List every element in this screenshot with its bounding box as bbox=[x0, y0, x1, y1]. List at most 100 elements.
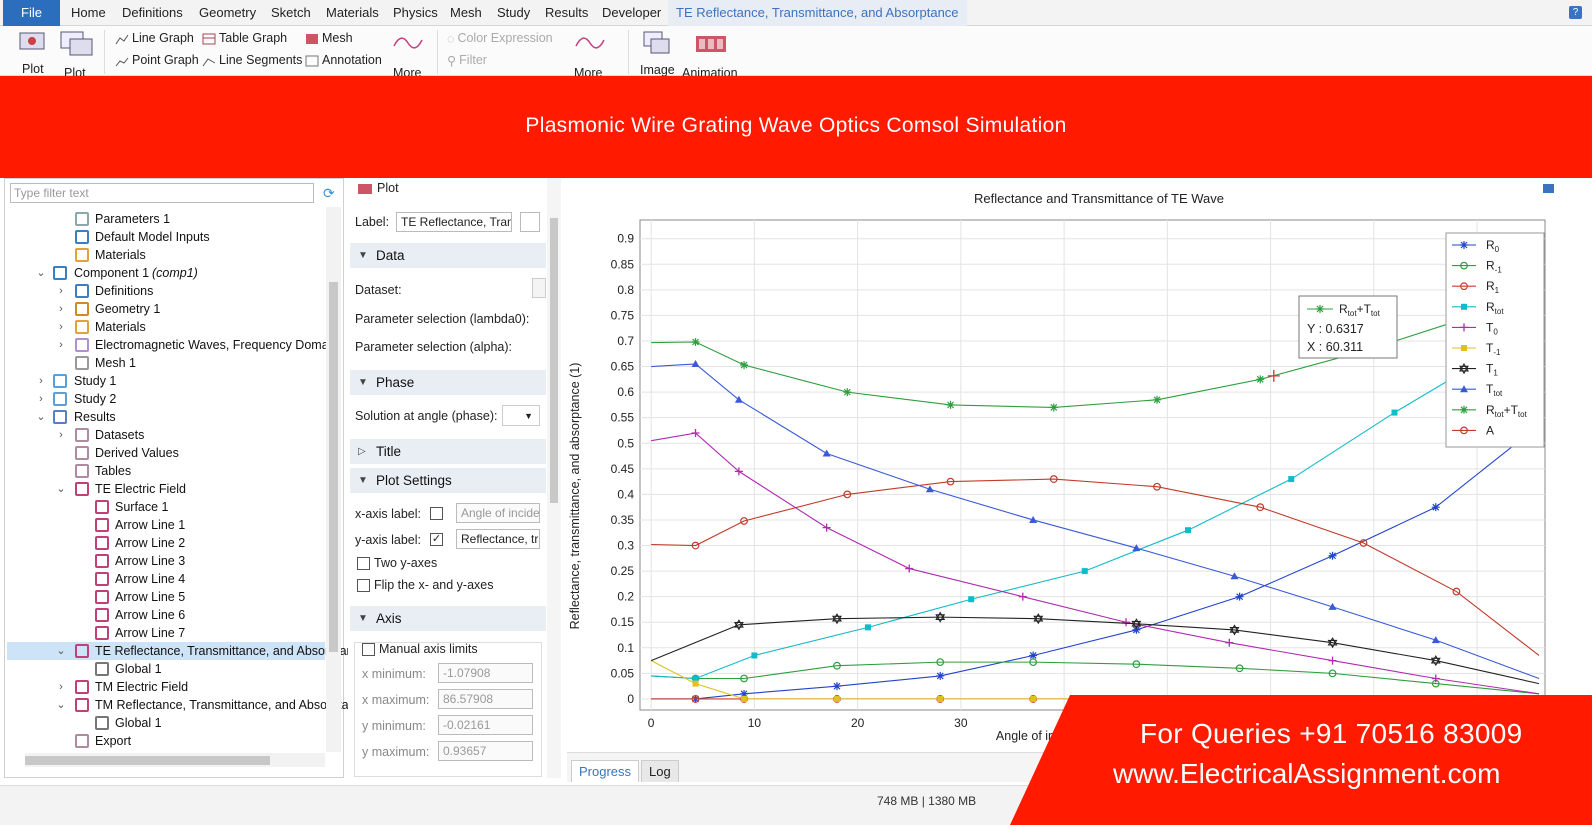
tree-item[interactable]: ⌄ Component 1 (comp1) bbox=[7, 264, 325, 282]
menu-developer[interactable]: Developer bbox=[602, 5, 662, 20]
solution-angle-select[interactable]: ▼ bbox=[502, 405, 540, 426]
y-max-input[interactable]: 0.93657 bbox=[438, 741, 533, 761]
animation-icon[interactable] bbox=[695, 34, 727, 57]
label-options-icon[interactable] bbox=[520, 212, 540, 232]
tree-item[interactable]: Derived Values bbox=[7, 444, 325, 462]
plot-icon[interactable] bbox=[18, 30, 48, 52]
collapse-arrow-icon[interactable]: ⌄ bbox=[56, 645, 66, 657]
expand-arrow-icon[interactable]: › bbox=[59, 303, 63, 315]
tree-item[interactable]: › Definitions bbox=[7, 282, 325, 300]
menu-study[interactable]: Study bbox=[497, 5, 531, 20]
menu-materials[interactable]: Materials bbox=[326, 5, 379, 20]
tree-item[interactable]: Surface 1 bbox=[7, 498, 325, 516]
plot-button[interactable]: Plot bbox=[22, 62, 44, 76]
refresh-icon[interactable]: ⟳ bbox=[323, 185, 335, 201]
tree-item[interactable]: Arrow Line 4 bbox=[7, 570, 325, 588]
tree-item[interactable]: ⌄ TE Electric Field bbox=[7, 480, 325, 498]
graphics-corner-icon[interactable] bbox=[1543, 184, 1554, 193]
xaxis-label-input[interactable]: Angle of incidence bbox=[456, 503, 540, 523]
graphics-window[interactable]: Reflectance and Transmittance of TE Wave… bbox=[567, 178, 1561, 748]
settings-scroll-thumb[interactable] bbox=[550, 218, 558, 503]
settings-scrollbar[interactable] bbox=[547, 178, 561, 778]
tree-item[interactable]: Arrow Line 6 bbox=[7, 606, 325, 624]
collapse-arrow-icon[interactable]: ⌄ bbox=[36, 411, 46, 423]
tree-scroll-thumb[interactable] bbox=[329, 282, 338, 652]
tree-item[interactable]: Parameters 1 bbox=[7, 210, 325, 228]
tree-item[interactable]: › Study 1 bbox=[7, 372, 325, 390]
tree-item[interactable]: Materials bbox=[7, 246, 325, 264]
image-button[interactable]: Image bbox=[640, 63, 675, 77]
menu-context-tab[interactable]: TE Reflectance, Transmittance, and Absor… bbox=[668, 0, 967, 26]
table-graph-button[interactable]: Table Graph bbox=[202, 31, 287, 45]
tree-filter-input[interactable]: Type filter text bbox=[10, 183, 314, 203]
point-graph-button[interactable]: Point Graph bbox=[115, 53, 199, 67]
yaxis-label-input[interactable]: Reflectance, transmittance, and absorpta… bbox=[456, 529, 540, 549]
plot-window-icon[interactable] bbox=[60, 30, 94, 56]
collapse-arrow-icon[interactable]: ⌄ bbox=[56, 699, 66, 711]
data-section[interactable]: ▼ Data bbox=[350, 243, 546, 268]
tree-item[interactable]: Arrow Line 5 bbox=[7, 588, 325, 606]
menu-definitions[interactable]: Definitions bbox=[122, 5, 183, 20]
tree-item[interactable]: › Materials bbox=[7, 318, 325, 336]
collapse-arrow-icon[interactable]: ⌄ bbox=[56, 483, 66, 495]
tab-log[interactable]: Log bbox=[641, 760, 679, 782]
phase-section[interactable]: ▼ Phase bbox=[350, 370, 546, 395]
tree-item[interactable]: Global 1 bbox=[7, 714, 325, 732]
tree-item[interactable]: ⌄ TE Reflectance, Transmittance, and Abso… bbox=[7, 642, 367, 660]
menu-results[interactable]: Results bbox=[545, 5, 589, 20]
flip-axes-checkbox[interactable] bbox=[357, 579, 370, 592]
tree-item[interactable]: Default Model Inputs bbox=[7, 228, 325, 246]
x-max-input[interactable]: 86.57908 bbox=[438, 689, 533, 709]
mesh-button[interactable]: Mesh bbox=[305, 31, 353, 45]
more-plots-icon[interactable] bbox=[392, 34, 424, 55]
line-graph-button[interactable]: Line Graph bbox=[115, 31, 194, 45]
tab-progress[interactable]: Progress bbox=[571, 760, 640, 782]
tree-item[interactable]: › Study 2 bbox=[7, 390, 325, 408]
line-segments-button[interactable]: Line Segments bbox=[202, 53, 302, 67]
tree-item[interactable]: ⌄ TM Reflectance, Transmittance, and Abso… bbox=[7, 696, 369, 714]
tree-item[interactable]: ⌄ Results bbox=[7, 408, 325, 426]
tree-item[interactable]: › Electromagnetic Waves, Frequency Domain bbox=[7, 336, 338, 354]
menu-sketch[interactable]: Sketch bbox=[271, 5, 311, 20]
line-chart[interactable]: Reflectance and Transmittance of TE Wave… bbox=[567, 178, 1561, 748]
plot-settings-section[interactable]: ▼ Plot Settings bbox=[350, 468, 546, 493]
color-expression-button[interactable]: ◌ Color Expression bbox=[447, 31, 553, 46]
y-min-input[interactable]: -0.02161 bbox=[438, 715, 533, 735]
collapse-arrow-icon[interactable]: ⌄ bbox=[36, 267, 46, 279]
expand-arrow-icon[interactable]: › bbox=[59, 429, 63, 441]
annotation-button[interactable]: Annotation bbox=[305, 53, 382, 67]
menu-physics[interactable]: Physics bbox=[393, 5, 438, 20]
tree-item[interactable]: › TM Electric Field bbox=[7, 678, 325, 696]
help-icon[interactable]: ? bbox=[1569, 6, 1582, 19]
image-icon[interactable] bbox=[642, 30, 672, 59]
file-menu[interactable]: File bbox=[3, 0, 60, 26]
expand-arrow-icon[interactable]: › bbox=[59, 321, 63, 333]
tree-item[interactable]: Arrow Line 1 bbox=[7, 516, 325, 534]
title-section[interactable]: ▷ Title bbox=[350, 439, 546, 464]
label-input[interactable]: TE Reflectance, Transmittance, and Absor… bbox=[396, 212, 512, 232]
filter-button[interactable]: ⚲ Filter bbox=[447, 53, 487, 68]
tree-vertical-scrollbar[interactable] bbox=[326, 207, 341, 752]
tree-horizontal-scrollbar[interactable] bbox=[25, 753, 325, 767]
x-min-input[interactable]: -1.07908 bbox=[438, 663, 533, 683]
expand-arrow-icon[interactable]: › bbox=[59, 681, 63, 693]
two-y-axes-checkbox[interactable] bbox=[357, 557, 370, 570]
dataset-select[interactable] bbox=[532, 278, 546, 298]
tree-item[interactable]: Arrow Line 3 bbox=[7, 552, 325, 570]
expand-arrow-icon[interactable]: › bbox=[39, 393, 43, 405]
tree-item[interactable]: Arrow Line 7 bbox=[7, 624, 325, 642]
yaxis-label-checkbox[interactable]: ✓ bbox=[430, 533, 443, 546]
menu-home[interactable]: Home bbox=[71, 5, 106, 20]
tree-item[interactable]: Export bbox=[7, 732, 325, 750]
tree-item[interactable]: Tables bbox=[7, 462, 325, 480]
manual-axis-limits-checkbox[interactable] bbox=[362, 643, 375, 656]
tree-item[interactable]: Global 1 bbox=[7, 660, 325, 678]
tree-hscroll-thumb[interactable] bbox=[25, 756, 270, 765]
menu-geometry[interactable]: Geometry bbox=[199, 5, 257, 20]
xaxis-label-checkbox[interactable] bbox=[430, 507, 443, 520]
tree-item[interactable]: Mesh 1 bbox=[7, 354, 325, 372]
expand-arrow-icon[interactable]: › bbox=[39, 375, 43, 387]
more-attributes-icon[interactable] bbox=[574, 34, 606, 55]
menu-mesh[interactable]: Mesh bbox=[450, 5, 482, 20]
tree-item[interactable]: › Datasets bbox=[7, 426, 325, 444]
